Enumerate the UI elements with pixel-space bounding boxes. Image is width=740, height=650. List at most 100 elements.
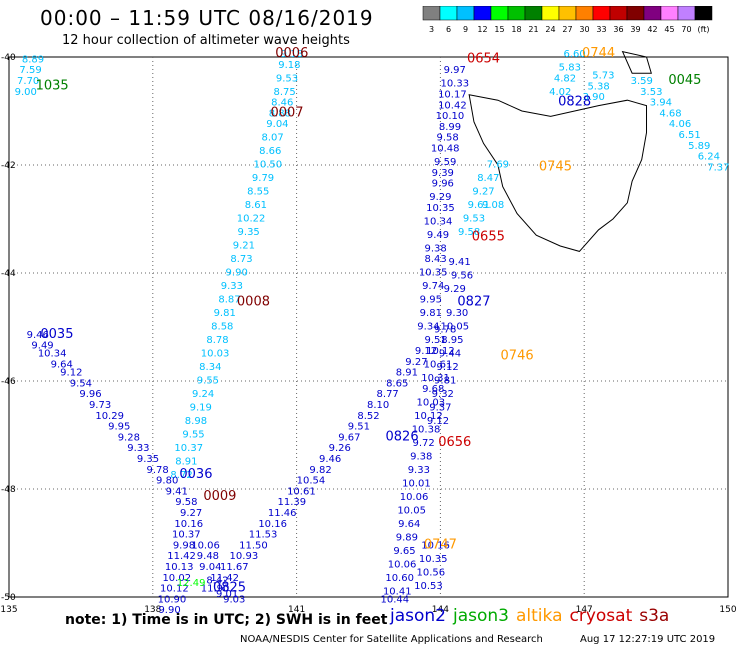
- swh-point: 6.60: [563, 49, 585, 60]
- swh-point: 9.81: [420, 308, 442, 319]
- pass-label: 0826: [386, 429, 419, 444]
- swh-point: 10.35: [426, 203, 455, 214]
- swh-point: 8.47: [477, 173, 499, 184]
- swh-point: 10.50: [254, 160, 283, 171]
- swh-point: 9.73: [89, 400, 111, 411]
- swh-point: 10.12: [414, 411, 443, 422]
- swh-point: 11.42: [167, 551, 196, 562]
- legend-tick: 30: [579, 25, 589, 34]
- swh-point: 9.51: [424, 335, 446, 346]
- swh-point: 8.75: [273, 87, 295, 98]
- swh-point: 9.24: [192, 389, 214, 400]
- swh-point: 9.58: [175, 497, 197, 508]
- plot-frame: [8, 56, 729, 598]
- satellite-altika: altika: [516, 606, 563, 626]
- pass-label: 0009: [203, 489, 236, 504]
- swh-point: 11.39: [277, 497, 306, 508]
- swh-point: 10.44: [381, 594, 410, 605]
- swh-point: 8.73: [230, 254, 252, 265]
- swh-point: 9.97: [444, 65, 466, 76]
- swh-point: 11.90: [201, 584, 230, 595]
- swh-point: 8.72: [170, 470, 192, 481]
- pass-label: 0745: [539, 159, 572, 174]
- swh-point: 9.53: [276, 73, 298, 84]
- pass-label: 0747: [424, 537, 457, 552]
- swh-point: 9.48: [197, 551, 219, 562]
- swh-point: 10.33: [440, 79, 469, 90]
- satellite-jason3: jason3: [453, 606, 509, 626]
- satellite-s3a: s3a: [639, 606, 670, 626]
- swh-point: 9.90: [158, 605, 180, 616]
- pass-label: 1035: [36, 78, 69, 93]
- swh-point: 10.10: [436, 111, 465, 122]
- swh-point: 3.90: [583, 92, 605, 103]
- swh-point: 10.16: [421, 540, 450, 551]
- y-tick-label: -44: [1, 269, 16, 279]
- swh-point: 9.67: [338, 432, 360, 443]
- x-tick-label: 144: [432, 605, 449, 615]
- swh-point: 9.27: [472, 187, 494, 198]
- swh-point: 8.89: [22, 54, 44, 65]
- swh-point: 9.61: [468, 200, 490, 211]
- swh-point: 10.56: [416, 567, 445, 578]
- swh-point: 6.51: [679, 130, 701, 141]
- swh-point: 5.38: [587, 81, 609, 92]
- swh-point: 9.38: [424, 243, 446, 254]
- swh-point: 7.59: [19, 65, 41, 76]
- legend-tick: 39: [630, 25, 640, 34]
- swh-point: 9.26: [329, 443, 351, 454]
- x-tick-label: 141: [288, 605, 305, 615]
- swh-point: 9.68: [422, 384, 444, 395]
- swh-point: 8.55: [247, 187, 269, 198]
- swh-point: 8.87: [218, 295, 240, 306]
- legend-tick: 15: [494, 25, 504, 34]
- swh-point: 10.93: [230, 551, 259, 562]
- swh-point: 8.07: [262, 133, 284, 144]
- swh-point: 9.37: [429, 403, 451, 414]
- swh-point: 4.68: [659, 108, 681, 119]
- y-tick-label: -48: [1, 485, 16, 495]
- swh-point: 9.64: [51, 360, 73, 371]
- swh-point: 8.95: [441, 335, 463, 346]
- swh-point: 12.49: [177, 578, 206, 589]
- legend-swatch: [694, 6, 713, 21]
- swh-point: 9.19: [190, 403, 212, 414]
- footnote: note: 1) Time is in UTC; 2) SWH is in fe…: [65, 612, 388, 628]
- pass-label: 0828: [558, 95, 591, 110]
- pass-label: 0035: [40, 327, 73, 342]
- y-tick-label: -46: [1, 377, 16, 387]
- pass-label: 0007: [270, 105, 303, 120]
- pass-label: 0036: [179, 467, 212, 482]
- swh-point: 9.78: [434, 324, 456, 335]
- swh-point: 8.78: [206, 335, 228, 346]
- swh-point: 9.18: [281, 49, 303, 60]
- swh-point: 9.49: [427, 230, 449, 241]
- swh-point: 9.54: [70, 378, 92, 389]
- swh-point: 10.05: [397, 505, 426, 516]
- swh-point: 8.10: [367, 400, 389, 411]
- swh-point: 10.31: [421, 373, 450, 384]
- pass-label: 0045: [668, 73, 701, 88]
- swh-point: 10.34: [424, 216, 453, 227]
- swh-point: 8.66: [259, 146, 281, 157]
- swh-point: 9.04: [199, 562, 221, 573]
- swh-point: 5.83: [559, 63, 581, 74]
- swh-point: 10.60: [385, 573, 414, 584]
- legend-tick: (ft): [697, 25, 709, 34]
- swh-point: 3.59: [631, 76, 653, 87]
- pass-label: 0746: [501, 348, 534, 363]
- swh-point: 8.52: [357, 411, 379, 422]
- swh-point: 9.95: [108, 422, 130, 433]
- swh-point: 9.46: [27, 330, 49, 341]
- swh-point: 10.29: [95, 411, 124, 422]
- swh-point: 9.46: [319, 454, 341, 465]
- swh-point: 9.81: [214, 308, 236, 319]
- swh-point: 9.51: [348, 422, 370, 433]
- swh-point: 10.06: [191, 540, 220, 551]
- swh-point: 4.06: [669, 119, 691, 130]
- legend-tick: 3: [429, 25, 434, 34]
- pass-label: 0827: [457, 294, 490, 309]
- swh-point: 10.34: [38, 349, 67, 360]
- swh-point: 9.59: [434, 157, 456, 168]
- swh-point: 9.65: [393, 546, 415, 557]
